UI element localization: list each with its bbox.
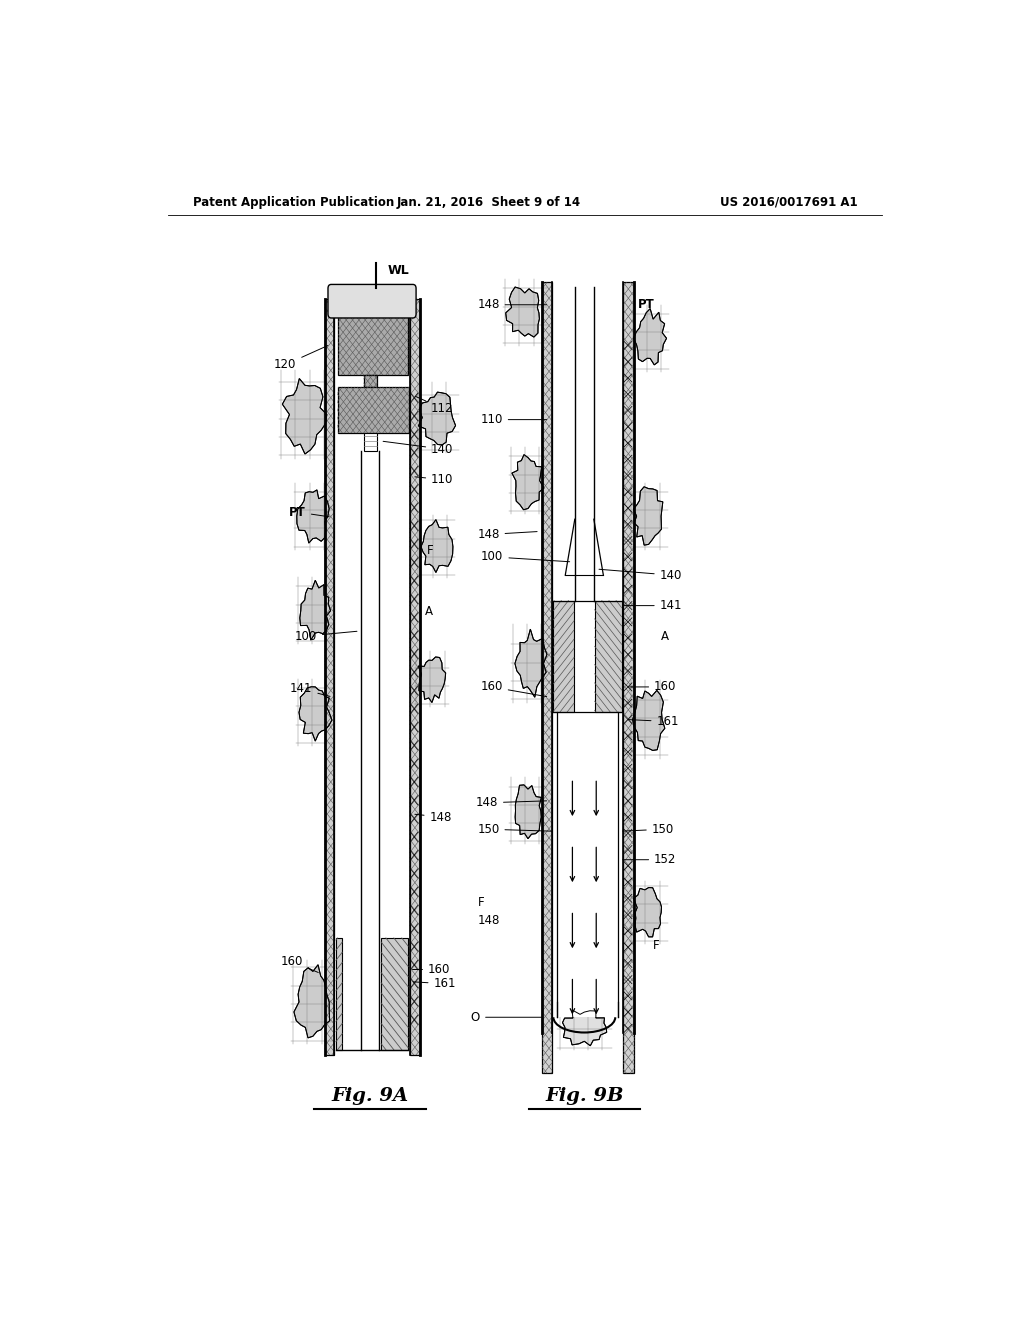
Polygon shape [297, 490, 329, 543]
Text: Fig. 9B: Fig. 9B [545, 1086, 624, 1105]
Polygon shape [419, 392, 456, 445]
Bar [624, 282, 634, 1073]
Bar [595, 601, 622, 713]
Text: WL: WL [387, 264, 410, 277]
Bar [557, 713, 618, 1018]
Text: 161: 161 [414, 977, 456, 990]
Text: PT: PT [289, 506, 329, 519]
Polygon shape [300, 581, 331, 640]
Bar [381, 939, 409, 1049]
Text: 148: 148 [477, 528, 538, 541]
Polygon shape [418, 657, 445, 702]
Text: 160: 160 [480, 680, 547, 697]
Text: F: F [478, 896, 484, 909]
Text: 140: 140 [383, 441, 454, 455]
Text: PT: PT [638, 298, 655, 312]
Polygon shape [299, 686, 332, 741]
Polygon shape [562, 1010, 606, 1045]
FancyBboxPatch shape [328, 284, 416, 318]
Text: A: A [660, 630, 669, 643]
Text: 148: 148 [478, 915, 501, 927]
Text: 141: 141 [290, 682, 330, 697]
Bar [543, 282, 552, 1073]
Bar [410, 298, 420, 1055]
Text: 141: 141 [600, 599, 682, 612]
Text: 112: 112 [416, 396, 454, 414]
Text: 160: 160 [629, 680, 677, 693]
Text: 160: 160 [281, 954, 318, 973]
Polygon shape [506, 286, 540, 337]
Bar [336, 939, 342, 1049]
Text: F: F [426, 544, 433, 557]
Text: 150: 150 [623, 822, 674, 836]
Text: F: F [653, 939, 660, 952]
Polygon shape [294, 965, 330, 1038]
Bar [325, 298, 335, 1055]
Bar [338, 314, 409, 375]
Text: 160: 160 [413, 964, 451, 975]
Text: O: O [471, 1011, 543, 1024]
Text: Jan. 21, 2016  Sheet 9 of 14: Jan. 21, 2016 Sheet 9 of 14 [397, 195, 582, 209]
Polygon shape [512, 454, 544, 510]
Bar [574, 288, 594, 601]
Bar [364, 375, 377, 387]
Text: 148: 148 [415, 810, 452, 824]
Polygon shape [634, 309, 667, 364]
Text: 140: 140 [599, 569, 682, 582]
Polygon shape [633, 690, 665, 750]
Text: US 2016/0017691 A1: US 2016/0017691 A1 [721, 195, 858, 209]
Text: 161: 161 [629, 715, 679, 729]
Polygon shape [634, 487, 663, 545]
Text: A: A [425, 605, 433, 618]
Polygon shape [515, 630, 547, 697]
Bar [553, 601, 574, 713]
Polygon shape [634, 887, 662, 937]
Polygon shape [283, 379, 327, 454]
Text: 150: 150 [477, 822, 552, 836]
Text: 152: 152 [623, 853, 677, 866]
Bar [364, 433, 377, 451]
Polygon shape [515, 785, 542, 838]
Text: 148: 148 [477, 298, 547, 312]
Bar [361, 451, 379, 1049]
Bar [338, 387, 409, 433]
Text: 100: 100 [295, 630, 357, 643]
Text: Fig. 9A: Fig. 9A [332, 1086, 409, 1105]
Text: 148: 148 [475, 796, 547, 809]
Polygon shape [421, 520, 453, 573]
Text: Patent Application Publication: Patent Application Publication [194, 195, 394, 209]
Text: 110: 110 [415, 473, 454, 486]
Text: 120: 120 [274, 346, 328, 371]
Text: 110: 110 [480, 413, 547, 426]
Text: 100: 100 [481, 550, 569, 564]
